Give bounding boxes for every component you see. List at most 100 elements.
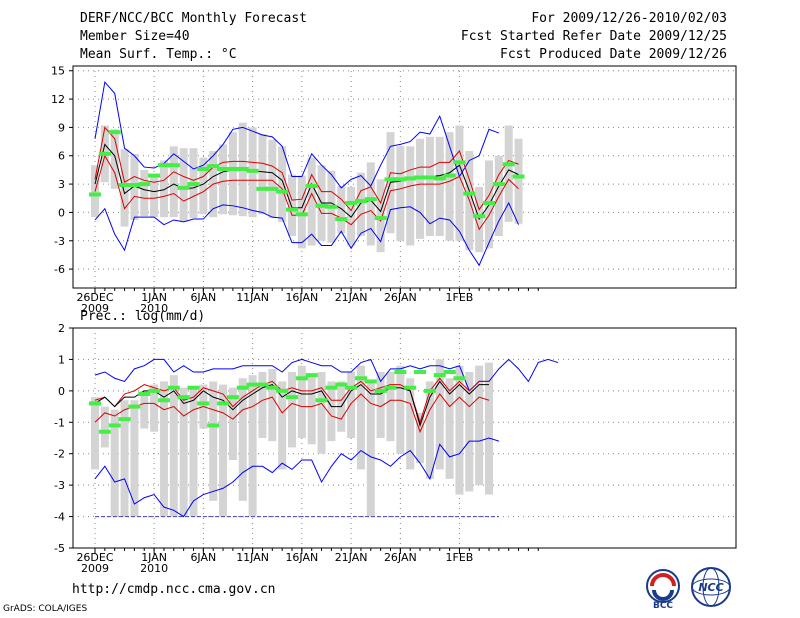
spread-box (199, 157, 208, 215)
spread-box (297, 365, 306, 438)
chart-title: DERF/NCC/BCC Monthly Forecast (80, 11, 307, 26)
climatology-marker (246, 382, 259, 387)
climatology-marker (236, 166, 249, 171)
x-tick-label: 26DEC (76, 291, 113, 304)
climatology-marker (118, 183, 131, 188)
mean-line (94, 380, 489, 428)
climatology-marker (128, 183, 141, 188)
climatology-marker (483, 200, 495, 205)
y-tick-label: 0 (58, 206, 65, 219)
climatology-marker (89, 401, 101, 406)
climatology-marker (394, 177, 407, 182)
climatology-marker (207, 423, 220, 428)
spread-box (425, 381, 434, 479)
y-tick-label: 1 (58, 353, 65, 366)
climatology-marker (295, 212, 308, 217)
climatology-marker (384, 385, 397, 390)
climatology-marker (276, 189, 289, 194)
spread-box (120, 400, 129, 517)
spread-box (159, 381, 168, 517)
climatology-marker (453, 160, 466, 165)
climatology-marker (217, 166, 230, 171)
y-tick-label: -5 (54, 542, 65, 555)
member-size: Member Size=40 (80, 29, 190, 44)
climatology-marker (512, 174, 525, 179)
climatology-marker (118, 417, 131, 422)
climatology-marker (453, 376, 466, 381)
climatology-marker (423, 388, 436, 393)
climatology-marker (364, 379, 377, 384)
y-tick-label: 15 (51, 65, 65, 78)
spread-box (485, 362, 493, 495)
spread-box (465, 372, 474, 492)
spread-box (356, 365, 365, 470)
spread-box (219, 384, 228, 517)
spread-box (91, 397, 99, 470)
climatology-marker (374, 388, 387, 393)
climatology-marker (315, 203, 328, 208)
climatology-marker (266, 186, 279, 191)
y-tick-label: 9 (58, 121, 65, 134)
x-tick-label: 21JAN (335, 551, 368, 564)
spread-box (376, 179, 385, 253)
spread-box (179, 148, 188, 222)
climatology-marker (404, 176, 417, 181)
climatology-marker (108, 130, 121, 135)
x-tick-label: 1FEB (446, 551, 474, 564)
climatology-marker (157, 163, 170, 168)
spread-box (445, 132, 454, 241)
spread-box (189, 387, 198, 517)
x-tick-label: 26JAN (384, 291, 417, 304)
x-tick-label: 26DEC (76, 551, 113, 564)
ncc-logo: NCC (691, 567, 731, 607)
climatology-marker (433, 176, 446, 181)
spread-box (416, 412, 425, 464)
climatology-marker (364, 197, 377, 202)
bcc-logo-text: BCC (653, 601, 673, 610)
y-tick-label: 3 (58, 178, 65, 191)
x-tick-label: 16JAN (285, 291, 318, 304)
x-tick-label: 6JAN (190, 551, 216, 564)
bcc-logo: BCC (646, 569, 680, 610)
mean-line (94, 143, 519, 221)
climatology-marker (187, 182, 200, 187)
x-tick-label: 16JAN (285, 551, 318, 564)
spread-box (376, 372, 385, 438)
spread-box (179, 387, 188, 517)
min-line (94, 437, 500, 518)
spread-box (140, 169, 149, 217)
spread-box (120, 149, 129, 227)
climatology-marker (325, 385, 338, 390)
climatology-marker (335, 217, 348, 222)
spread-box (356, 172, 365, 237)
climatology-marker (207, 164, 220, 169)
panel-frame (72, 327, 737, 549)
spread-box (307, 157, 316, 246)
y-tick-label: -2 (54, 448, 65, 461)
y-tick-label: -3 (54, 235, 65, 248)
spread-box (228, 132, 237, 216)
climatology-marker (226, 395, 239, 400)
y-tick-label: -1 (54, 416, 65, 429)
climatology-marker (354, 199, 367, 204)
climatology-marker (286, 395, 298, 400)
spread-box (288, 372, 296, 448)
climatology-marker (345, 385, 358, 390)
spread-box (416, 138, 425, 239)
spread-box (406, 146, 415, 246)
spread-box (435, 136, 444, 237)
climatology-marker (305, 183, 318, 188)
lower-std-line (94, 393, 490, 434)
spread-box (258, 372, 267, 438)
lower-std-line (94, 154, 519, 231)
min-line (94, 201, 520, 267)
climatology-marker (157, 398, 170, 403)
spread-box (337, 185, 346, 234)
climatology-marker (197, 401, 210, 406)
climatology-marker (473, 214, 486, 219)
climatology-marker (138, 182, 151, 187)
source-url[interactable]: http://cmdp.ncc.cma.gov.cn (72, 582, 276, 597)
y-tick-label: -6 (54, 263, 65, 276)
